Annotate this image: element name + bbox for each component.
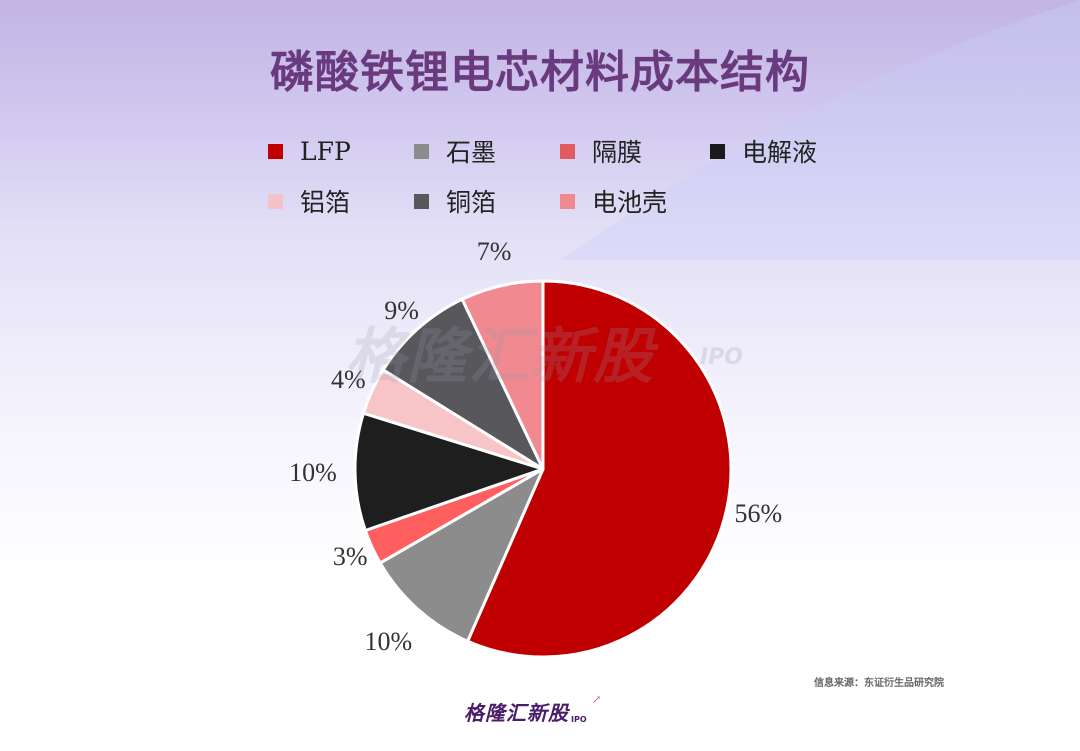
legend-row-1: LFP 石墨 隔膜 电解液 <box>268 126 868 176</box>
source-note: 信息来源：东证衍生品研究院 <box>814 678 944 689</box>
legend-item-copper-foil: 铜箔 <box>414 183 560 219</box>
pie-slice-label: 7% <box>476 237 512 267</box>
pie-slice-label: 10% <box>364 626 413 656</box>
legend-item-lfp: LFP <box>268 137 414 166</box>
legend-item-electrolyte: 电解液 <box>710 133 856 169</box>
pie-slice-5 <box>381 297 545 471</box>
legend-label: 隔膜 <box>592 138 643 167</box>
legend-swatch <box>268 143 283 159</box>
legend-swatch <box>414 193 429 209</box>
legend-swatch <box>268 193 283 209</box>
legend-label: 铝箔 <box>300 188 351 217</box>
pie-slice-0 <box>466 279 733 659</box>
brand-logo: 格隆汇新股 ↗ IPO <box>464 693 601 726</box>
legend-label: 电池壳 <box>592 188 668 217</box>
brand-name: 格隆汇新股 <box>464 701 569 725</box>
brand-ipo: IPO <box>571 715 587 724</box>
legend-row-2: 铝箔 铜箔 电池壳 <box>268 176 868 226</box>
chart-title: 磷酸铁锂电芯材料成本结构 <box>270 47 810 98</box>
legend: LFP 石墨 隔膜 电解液 铝箔 铜箔 电池壳 <box>268 126 868 226</box>
legend-item-graphite: 石墨 <box>414 133 560 169</box>
pie-slice-1 <box>378 467 545 643</box>
legend-item-separator: 隔膜 <box>560 133 710 169</box>
legend-swatch <box>414 143 429 159</box>
pie-slice-label: 56% <box>734 499 783 529</box>
pie-slice-label: 4% <box>330 365 366 395</box>
legend-label: 石墨 <box>446 138 497 167</box>
legend-label: LFP <box>300 136 351 166</box>
legend-item-battery-case: 电池壳 <box>560 183 710 219</box>
trend-arrow-icon: ↗ <box>592 693 602 706</box>
legend-swatch <box>560 143 575 159</box>
pie-slice-label: 10% <box>289 457 337 487</box>
legend-swatch <box>560 193 575 209</box>
legend-label: 电解液 <box>742 138 818 167</box>
pie-slice-3 <box>353 411 545 532</box>
pie-slice-label: 3% <box>332 542 368 572</box>
pie-slice-label: 9% <box>384 296 419 325</box>
legend-label: 铜箔 <box>446 188 497 217</box>
legend-item-aluminum-foil: 铝箔 <box>268 183 414 219</box>
legend-swatch <box>710 143 725 159</box>
pie-slice-6 <box>460 279 545 471</box>
